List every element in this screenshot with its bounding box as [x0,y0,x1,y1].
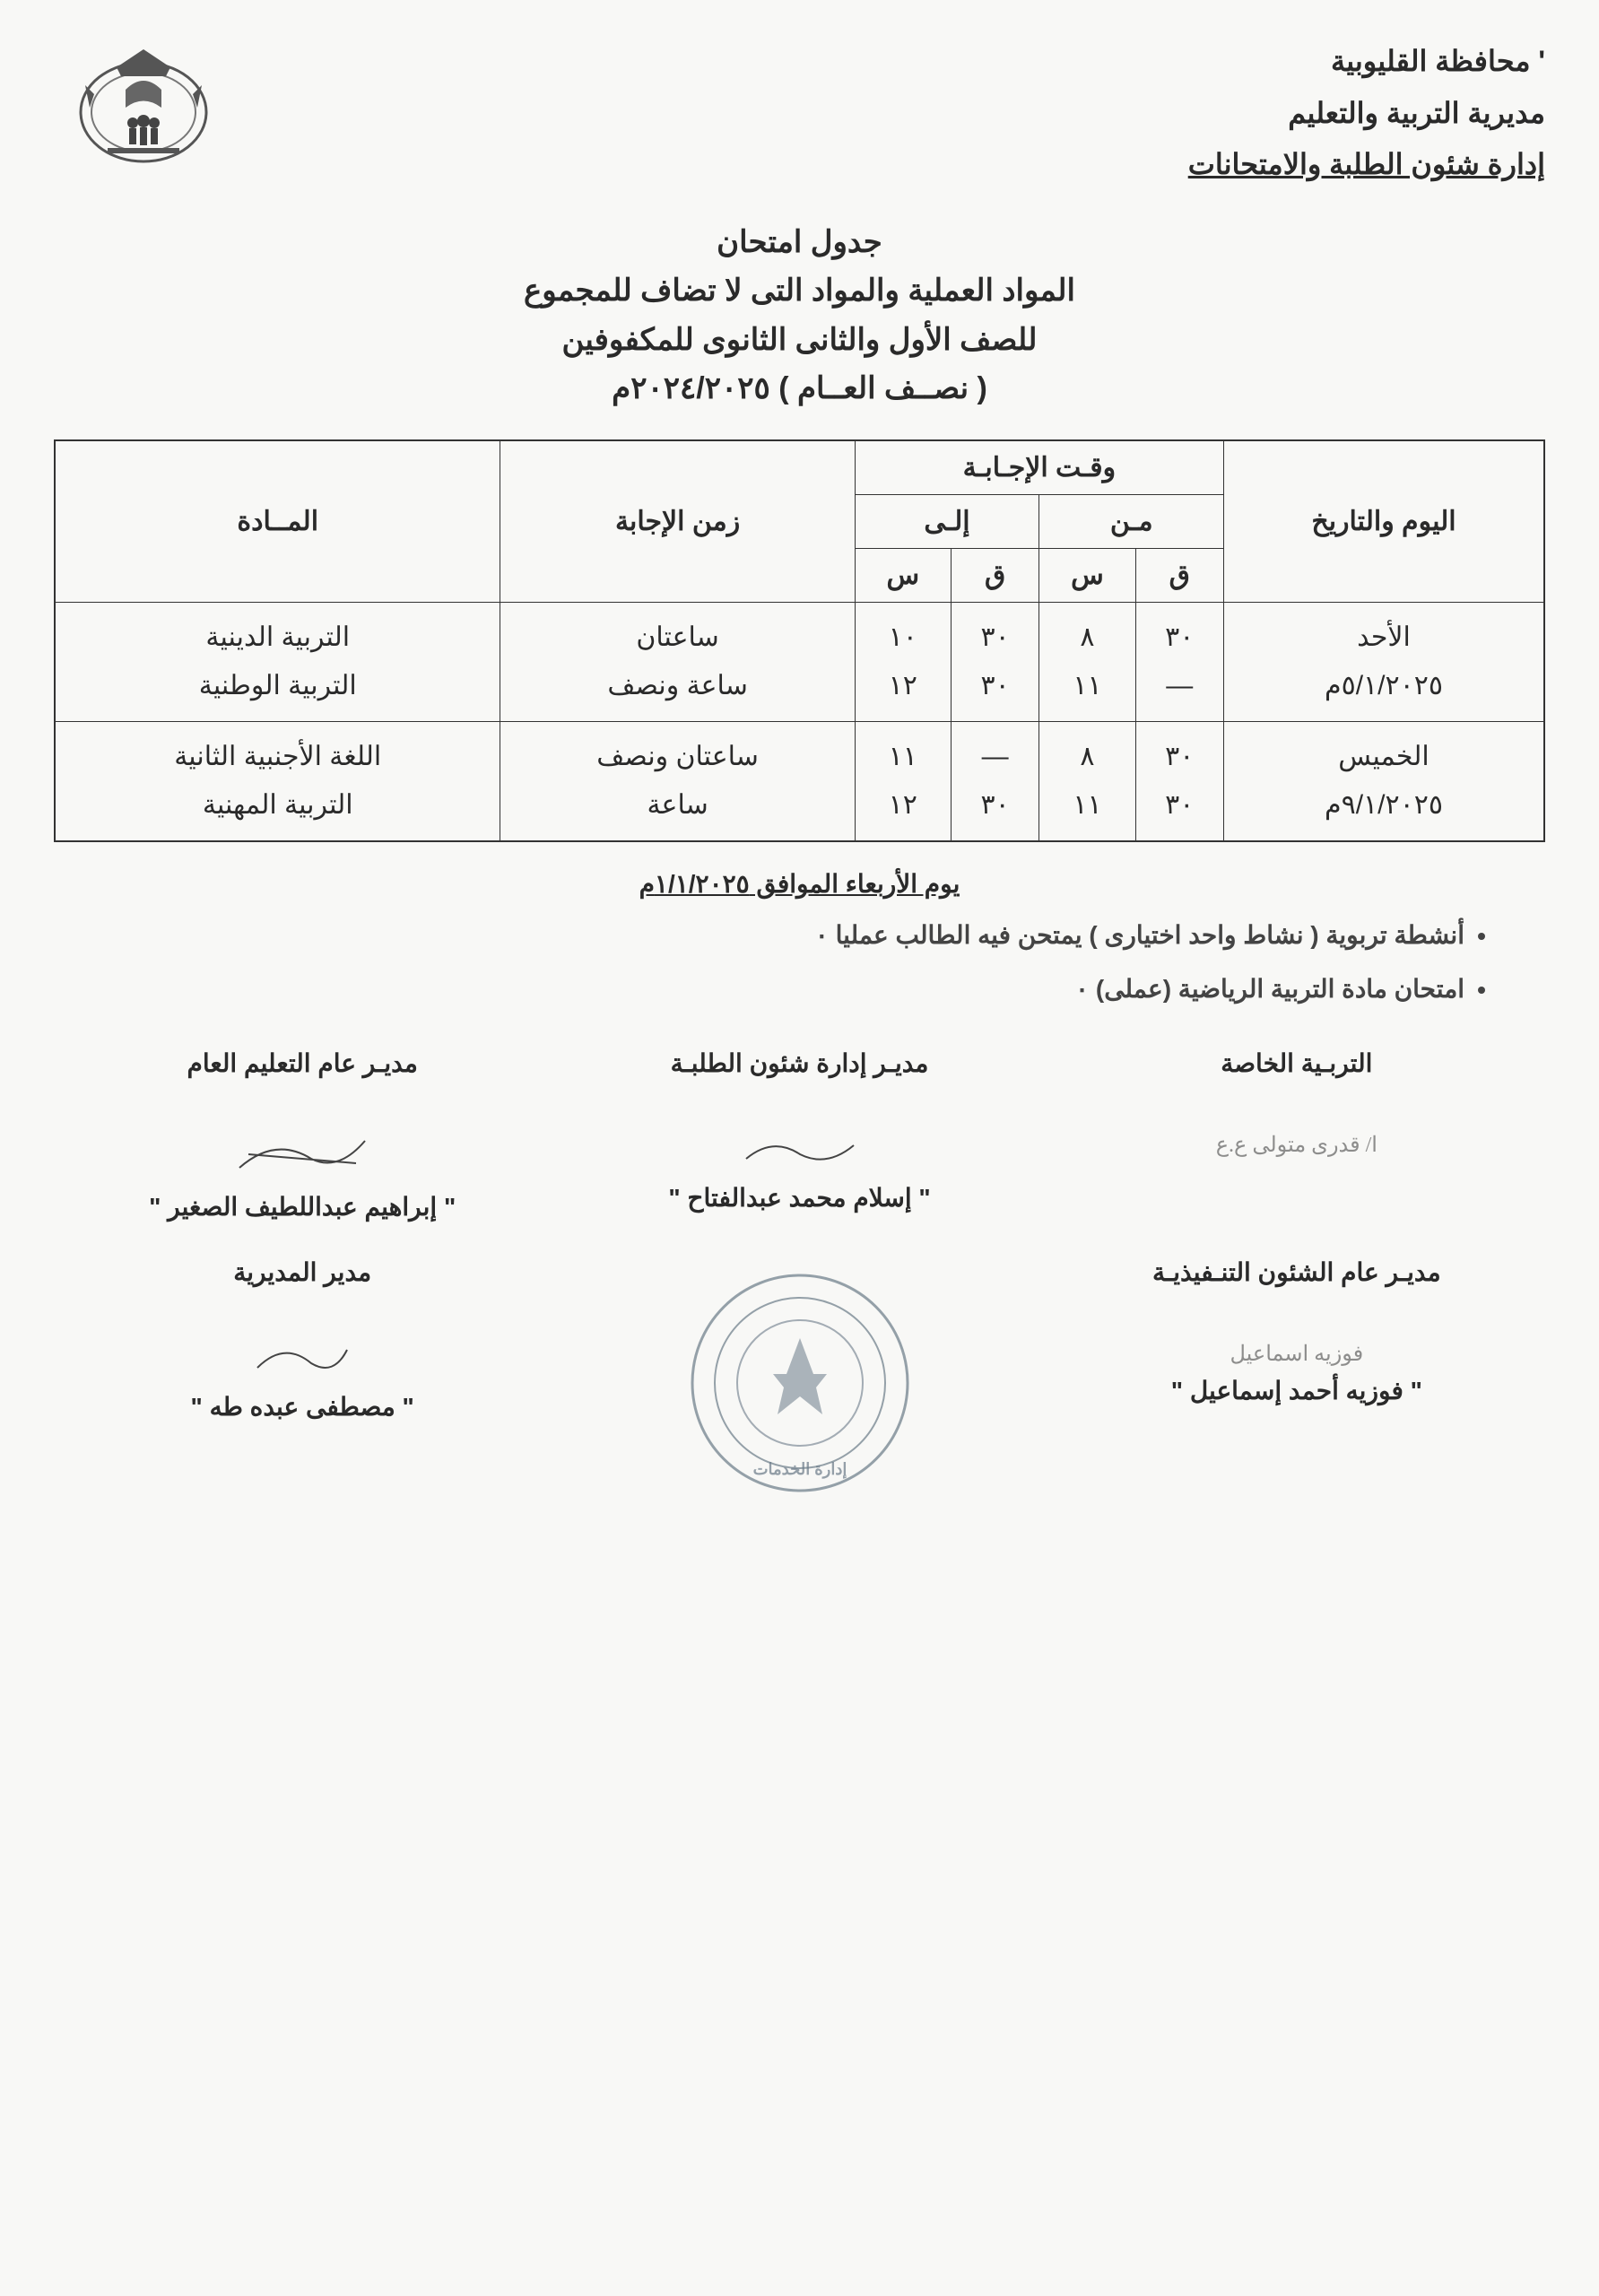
cell-date: الأحد ٥/١/٢٠٢٥م [1224,603,1545,722]
signatures-row-2: مديـر عام الشئون التنـفيذيـة فوزيه اسماع… [54,1257,1545,1515]
val: ٣٠ [959,662,1031,710]
col-date: اليوم والتاريخ [1224,440,1545,603]
col-from-hr: س [1039,549,1135,603]
day-label: الخميس [1231,733,1536,781]
sign-special-edu: التربـية الخاصة ا/ قدرى متولى ع.ع [1048,1048,1545,1222]
col-to: إلـى [855,495,1039,549]
sign-student-affairs: مديـر إدارة شئون الطلبـة " إسلام محمد عب… [551,1048,1047,1222]
sign-title: مديـر عام الشئون التنـفيذيـة [1066,1257,1527,1287]
exam-schedule-table: اليوم والتاريخ وقـت الإجـابـة زمن الإجاب… [54,439,1545,842]
header-department: إدارة شئون الطلبة والامتحانات [1188,139,1545,191]
sign-name: " إسلام محمد عبدالفتاح " [569,1183,1030,1213]
date-label: ٥/١/٢٠٢٥م [1231,662,1536,710]
date-label: ٩/١/٢٠٢٥م [1231,781,1536,830]
col-from: مـن [1039,495,1224,549]
val: ١١ [863,733,943,781]
cell-to-hr: ١٠ ١٢ [855,603,951,722]
val: ١١ [1047,781,1127,830]
signatures-row-1: التربـية الخاصة ا/ قدرى متولى ع.ع مديـر … [54,1048,1545,1222]
cell-from-min: ٣٠ — [1135,603,1223,722]
val: ساعتان [508,613,847,662]
note-item: أنشطة تربوية ( نشاط واحد اختيارى ) يمتحن… [54,911,1464,959]
val: ١٢ [863,781,943,830]
val: ٣٠ [1143,733,1216,781]
sign-title: مديـر عام التعليم العام [72,1048,533,1078]
official-stamp: إدارة الخدمات [551,1257,1047,1515]
sign-title: مدير المديرية [72,1257,533,1287]
document-header: ' محافظة القليوبية مديرية التربية والتعل… [54,36,1545,191]
val: ٣٠ [959,781,1031,830]
table-row: الخميس ٩/١/٢٠٢٥م ٣٠ ٣٠ ٨ ١١ — ٣٠ ١١ ١٢ س… [55,722,1544,842]
header-directorate: مديرية التربية والتعليم [1188,88,1545,140]
val: ساعة ونصف [508,662,847,710]
val: — [959,733,1031,781]
cell-date: الخميس ٩/١/٢٠٢٥م [1224,722,1545,842]
stamp-icon: إدارة الخدمات [683,1266,917,1500]
val: التربية الوطنية [63,662,492,710]
val: ساعتان ونصف [508,733,847,781]
cell-to-hr: ١١ ١٢ [855,722,951,842]
cell-from-hr: ٨ ١١ [1039,722,1135,842]
col-subject: المــادة [55,440,500,603]
cell-from-min: ٣٠ ٣٠ [1135,722,1223,842]
sign-name: " مصطفى عبده طه " [72,1392,533,1422]
cell-subject: التربية الدينية التربية الوطنية [55,603,500,722]
val: التربية الدينية [63,613,492,662]
notes-list: أنشطة تربوية ( نشاط واحد اختيارى ) يمتحن… [54,911,1491,1012]
col-time-group: وقـت الإجـابـة [855,440,1223,495]
note-item: امتحان مادة التربية الرياضية (عملى) ٠ [54,965,1464,1013]
sign-name: " إبراهيم عبداللطيف الصغير " [72,1192,533,1222]
header-governorate: ' محافظة القليوبية [1188,36,1545,88]
sign-title: مديـر إدارة شئون الطلبـة [569,1048,1030,1078]
sign-scribble: فوزيه اسماعيل [1066,1341,1527,1367]
val: ١٢ [863,662,943,710]
title-l2: المواد العملية والمواد التى لا تضاف للمج… [54,266,1545,315]
table-body: الأحد ٥/١/٢٠٢٥م ٣٠ — ٨ ١١ ٣٠ ٣٠ ١٠ ١٢ سا… [55,603,1544,842]
val: ١١ [1047,662,1127,710]
signature-scribble-icon [737,1132,863,1168]
sign-name: " فوزيه أحمد إسماعيل " [1066,1376,1527,1405]
col-to-hr: س [855,549,951,603]
sign-scribble: ا/ قدرى متولى ع.ع [1066,1132,1527,1158]
val: ٨ [1047,613,1127,662]
title-block: جدول امتحان المواد العملية والمواد التى … [54,218,1545,413]
signature-scribble-icon [230,1132,374,1177]
title-l3: للصف الأول والثانى الثانوى للمكفوفين [54,316,1545,364]
val: ١٠ [863,613,943,662]
val: ساعة [508,781,847,830]
val: ٣٠ [1143,613,1216,662]
val: التربية المهنية [63,781,492,830]
cell-duration: ساعتان ونصف ساعة [500,722,855,842]
sign-title: التربـية الخاصة [1066,1048,1527,1078]
val: ٨ [1047,733,1127,781]
val: اللغة الأجنبية الثانية [63,733,492,781]
table-row: الأحد ٥/١/٢٠٢٥م ٣٠ — ٨ ١١ ٣٠ ٣٠ ١٠ ١٢ سا… [55,603,1544,722]
val: ٣٠ [959,613,1031,662]
cell-to-min: — ٣٠ [951,722,1038,842]
day-label: الأحد [1231,613,1536,662]
cell-duration: ساعتان ساعة ونصف [500,603,855,722]
col-to-min: ق [951,549,1038,603]
note-date: يوم الأربعاء الموافق ١/١/٢٠٢٥م [54,869,1545,899]
signature-scribble-icon [248,1341,356,1377]
ministry-logo [54,36,233,179]
col-duration: زمن الإجابة [500,440,855,603]
svg-text:إدارة الخدمات: إدارة الخدمات [752,1460,847,1479]
title-l1: جدول امتحان [54,218,1545,266]
sign-director: مدير المديرية " مصطفى عبده طه " [54,1257,551,1515]
sign-exec-affairs: مديـر عام الشئون التنـفيذيـة فوزيه اسماع… [1048,1257,1545,1515]
title-l4: ( نصــف العــام ) ٢٠٢٤/٢٠٢٥م [54,364,1545,413]
col-from-min: ق [1135,549,1223,603]
sign-general-edu: مديـر عام التعليم العام " إبراهيم عبدالل… [54,1048,551,1222]
val: ٣٠ [1143,781,1216,830]
val: — [1143,662,1216,710]
logo-icon [63,40,224,175]
header-text-block: ' محافظة القليوبية مديرية التربية والتعل… [1188,36,1545,191]
cell-subject: اللغة الأجنبية الثانية التربية المهنية [55,722,500,842]
cell-to-min: ٣٠ ٣٠ [951,603,1038,722]
cell-from-hr: ٨ ١١ [1039,603,1135,722]
